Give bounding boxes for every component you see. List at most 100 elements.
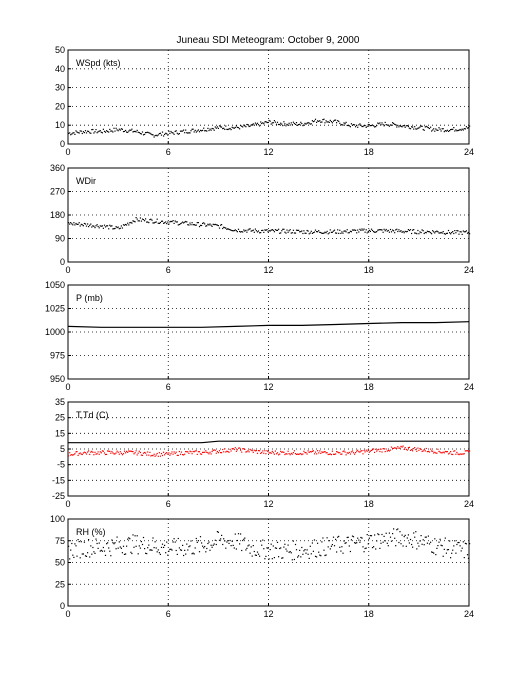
data-point <box>119 227 121 229</box>
data-point <box>92 451 94 453</box>
data-point <box>454 450 456 452</box>
data-point <box>301 546 303 549</box>
data-point <box>450 129 452 131</box>
data-point <box>100 452 102 454</box>
data-point <box>127 131 129 133</box>
data-point <box>157 134 159 136</box>
data-point <box>356 450 358 452</box>
data-point <box>302 125 304 127</box>
data-point <box>297 124 299 126</box>
data-point <box>288 122 290 124</box>
data-point <box>369 230 371 232</box>
data-point <box>117 226 119 228</box>
data-point <box>415 128 417 130</box>
data-point <box>148 222 150 224</box>
data-point <box>409 449 412 451</box>
data-point <box>171 451 173 453</box>
data-point <box>184 132 186 134</box>
data-point <box>208 541 210 543</box>
data-point <box>299 453 301 455</box>
data-point <box>323 118 325 120</box>
x-tick-label: 12 <box>263 265 273 275</box>
data-point <box>254 450 256 452</box>
data-point <box>140 133 142 135</box>
data-point <box>308 451 310 453</box>
data-point <box>395 545 397 547</box>
data-point <box>147 131 149 133</box>
data-point <box>451 453 453 455</box>
data-point <box>111 450 113 453</box>
data-point <box>192 128 194 130</box>
data-point <box>446 451 448 453</box>
data-point <box>279 547 281 550</box>
x-tick-label: 24 <box>464 499 474 509</box>
data-point <box>349 126 351 128</box>
data-point <box>153 547 155 549</box>
data-point <box>366 534 368 536</box>
data-point <box>255 230 257 232</box>
data-point <box>379 229 381 231</box>
data-point <box>205 130 207 132</box>
data-point <box>376 231 378 233</box>
data-point <box>150 218 152 220</box>
data-point <box>422 230 424 232</box>
data-point <box>167 453 169 455</box>
data-point <box>373 546 375 548</box>
data-point <box>345 454 347 456</box>
data-point <box>287 124 289 126</box>
data-point <box>191 453 193 455</box>
data-point <box>104 554 107 556</box>
data-point <box>125 129 127 132</box>
data-point <box>74 133 76 135</box>
data-point <box>400 543 402 545</box>
data-point <box>421 450 423 452</box>
data-point <box>302 453 304 455</box>
data-point <box>166 541 168 543</box>
data-point <box>119 546 121 548</box>
data-point <box>243 448 245 450</box>
data-point <box>254 122 256 124</box>
data-point <box>263 452 265 454</box>
x-tick-label: 24 <box>464 609 474 619</box>
data-point <box>96 224 98 226</box>
data-point <box>406 449 408 451</box>
data-point <box>104 226 107 228</box>
data-point <box>452 453 454 456</box>
data-point <box>114 130 116 132</box>
data-point <box>182 130 184 132</box>
data-point <box>272 229 274 231</box>
data-point <box>386 124 388 126</box>
data-point <box>317 542 319 544</box>
data-point <box>94 552 96 554</box>
data-point <box>325 554 327 556</box>
data-point <box>111 130 113 132</box>
data-point <box>464 231 466 233</box>
data-point <box>396 447 398 449</box>
data-point <box>68 455 70 457</box>
data-point <box>464 542 466 544</box>
data-point <box>405 231 407 233</box>
data-point <box>298 229 300 231</box>
data-point <box>242 231 244 233</box>
data-point <box>273 557 275 559</box>
data-point <box>176 454 178 456</box>
data-point <box>389 536 392 538</box>
data-point <box>271 229 273 231</box>
data-point <box>251 450 253 452</box>
data-point <box>276 121 279 123</box>
data-point <box>189 222 191 224</box>
y-tick-label: 975 <box>50 351 65 361</box>
data-point <box>452 231 454 233</box>
data-point <box>422 128 424 131</box>
data-point <box>70 454 72 456</box>
data-point <box>282 557 284 559</box>
y-tick-label: -25 <box>52 491 65 501</box>
y-tick-label: 1025 <box>45 304 65 314</box>
data-point <box>222 543 224 546</box>
x-tick-label: 18 <box>364 265 374 275</box>
data-point <box>275 547 278 549</box>
data-point <box>245 229 247 231</box>
data-point <box>403 448 405 450</box>
data-point <box>370 535 373 537</box>
data-point <box>78 541 80 543</box>
